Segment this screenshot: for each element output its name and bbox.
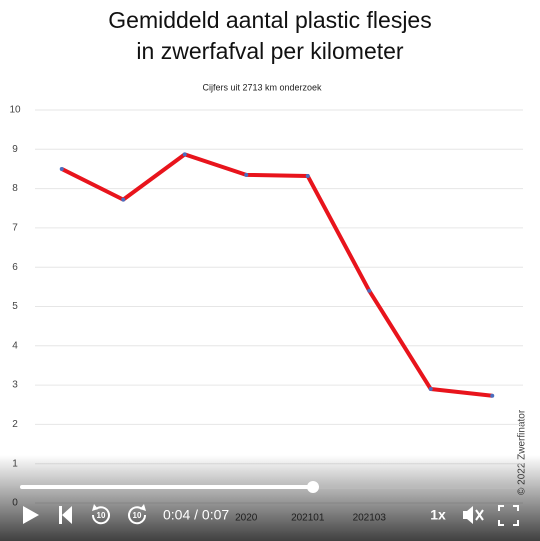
watermark: © 2022 Zwerfinator	[517, 409, 528, 495]
progress-knob[interactable]	[307, 481, 319, 493]
data-point	[244, 172, 249, 177]
mute-button[interactable]	[463, 506, 484, 524]
data-point	[182, 152, 187, 157]
rewind-label: 10	[97, 511, 106, 520]
data-point	[59, 166, 64, 171]
y-tick-label: 8	[12, 183, 18, 194]
y-tick-label: 10	[9, 105, 21, 116]
y-tick-label: 3	[12, 380, 18, 391]
time-display: 0:04 / 0:07	[163, 507, 229, 523]
data-point	[121, 197, 126, 202]
data-point	[490, 393, 495, 398]
controls-overlay	[0, 455, 540, 541]
y-tick-label: 9	[12, 144, 18, 155]
y-tick-label: 4	[12, 340, 18, 351]
y-tick-label: 6	[12, 262, 18, 273]
play-button[interactable]	[23, 506, 39, 524]
chart-title: Gemiddeld aantal plastic flesjes	[108, 7, 431, 33]
previous-button[interactable]	[59, 506, 72, 524]
data-point	[367, 288, 372, 293]
data-point	[428, 387, 433, 392]
fullscreen-button[interactable]	[498, 505, 519, 526]
chart-title: in zwerfafval per kilometer	[136, 38, 403, 64]
data-point	[305, 174, 310, 179]
progress-played	[20, 485, 313, 489]
chart-subtitle: Cijfers uit 2713 km onderzoek	[202, 82, 322, 92]
forward-button[interactable]: 10	[128, 504, 147, 525]
y-tick-label: 5	[12, 301, 18, 312]
y-tick-label: 2	[12, 419, 18, 430]
data-line	[60, 152, 493, 398]
y-tick-label: 7	[12, 223, 18, 234]
forward-label: 10	[133, 511, 142, 520]
speed-button[interactable]: 1x	[430, 507, 446, 523]
rewind-button[interactable]: 10	[91, 504, 110, 525]
